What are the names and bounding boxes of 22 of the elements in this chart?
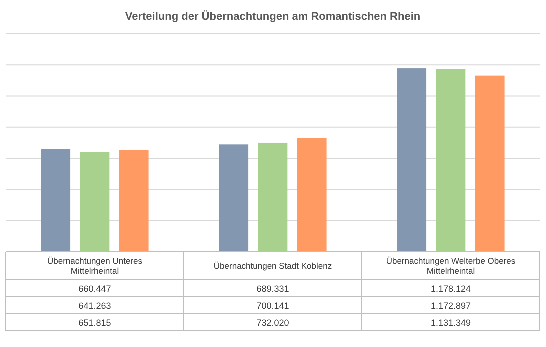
data-label: 732.020: [256, 318, 290, 328]
bar: [80, 152, 110, 252]
bar: [219, 144, 249, 252]
data-label: 660.447: [78, 284, 112, 294]
bar: [119, 150, 149, 252]
bar: [436, 69, 466, 252]
data-label: 689.331: [256, 284, 290, 294]
x-tick-label: Übernachtungen Unteres Mittelrheintal: [48, 256, 142, 276]
bar: [258, 142, 288, 252]
data-label: 1.172.897: [430, 301, 472, 311]
chart-title: Verteilung der Übernachtungen am Romantischen Rhein: [125, 10, 421, 23]
x-tick-label: Übernachtungen Welterbe Oberes Mittelrheintal: [386, 256, 516, 276]
bar: [297, 138, 327, 252]
x-tick-label: Übernachtungen Stadt Koblenz: [214, 261, 332, 271]
data-label: 1.178.124: [430, 284, 472, 294]
data-label: 651.815: [78, 318, 112, 328]
bar: [41, 149, 71, 252]
data-label: 700.141: [256, 301, 290, 311]
data-label: 641.263: [78, 301, 112, 311]
data-label: 1.131.349: [430, 318, 472, 328]
bar: [397, 68, 427, 252]
bar: [475, 76, 505, 252]
